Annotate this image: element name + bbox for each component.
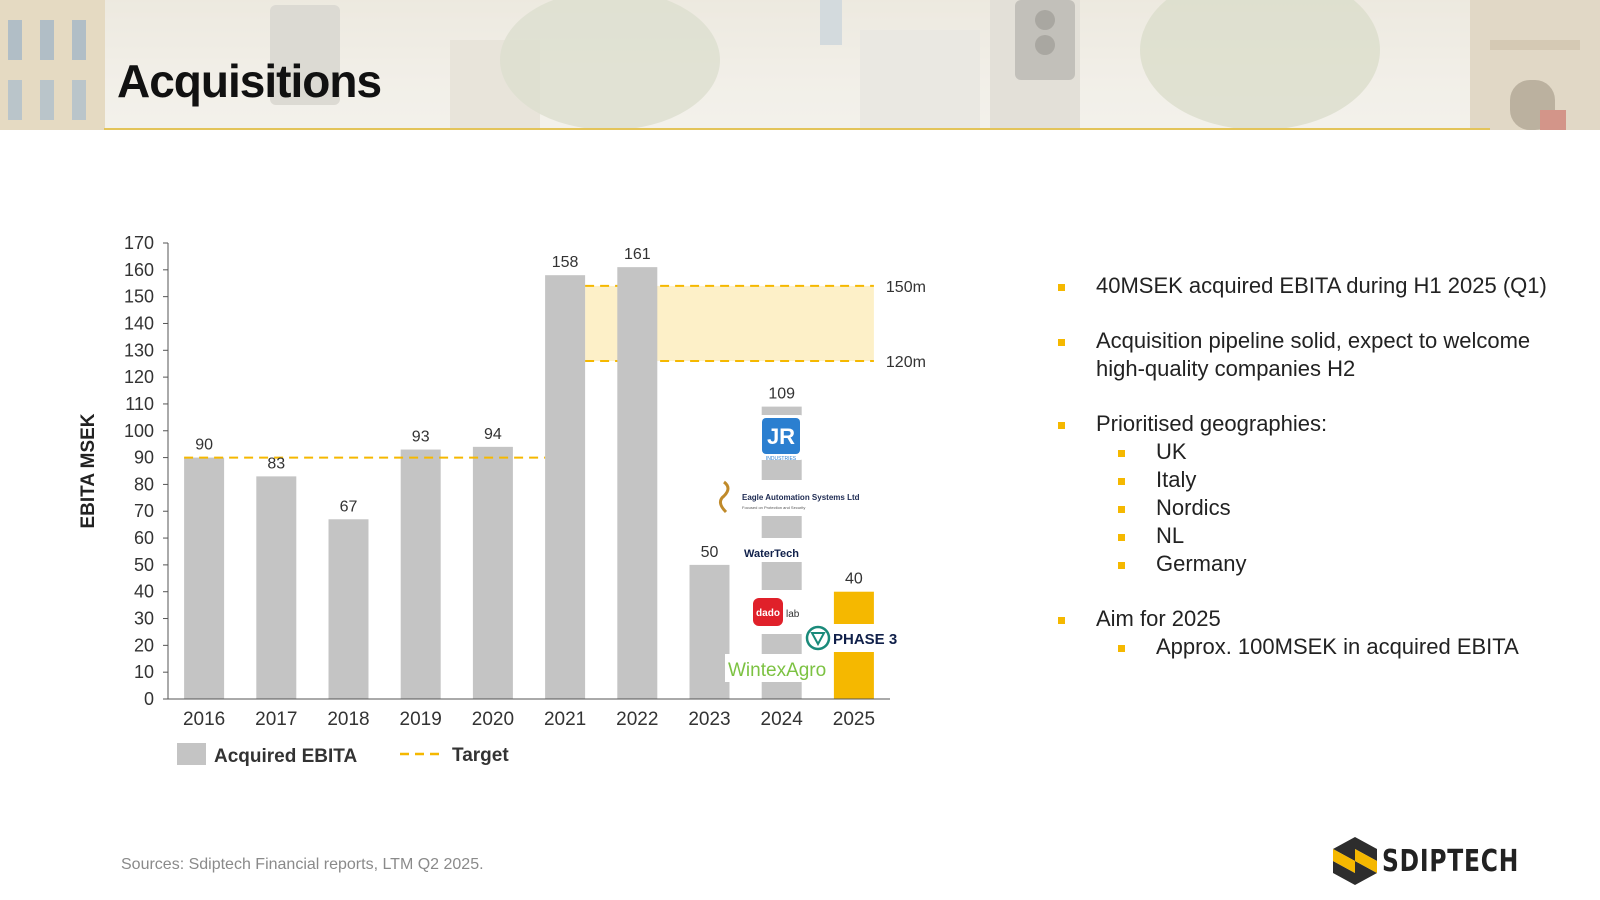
- bullet-group: Acquisition pipeline solid, expect to we…: [1058, 327, 1558, 383]
- sub-bullet-item: Approx. 100MSEK in acquired EBITA: [1058, 633, 1558, 661]
- y-tick-label-80: 80: [134, 474, 154, 494]
- bullet-group: Prioritised geographies: UK Italy Nordics NL…: [1058, 410, 1558, 578]
- y-tick-label-90: 90: [134, 448, 154, 468]
- y-tick-label-20: 20: [134, 635, 154, 655]
- sub-bullet-item: Nordics: [1058, 494, 1558, 522]
- jr-logo-text: JR: [767, 424, 795, 449]
- wintexagro-logo: WintexAgro: [725, 654, 831, 682]
- x-tick-label-2016: 2016: [183, 709, 225, 730]
- bullet-item: Acquisition pipeline solid, expect to we…: [1058, 327, 1558, 383]
- eagle-logo-text: Eagle Automation Systems Ltd: [742, 493, 860, 502]
- jr-industries-logo: JR INDUSTRIES: [758, 415, 804, 462]
- legend-label-acquired-ebita: Acquired EBITA: [214, 746, 357, 767]
- y-tick-label-140: 140: [124, 313, 154, 333]
- street-background-image: [0, 0, 1600, 130]
- y-tick-label-110: 110: [125, 394, 154, 414]
- y-tick-label-30: 30: [134, 609, 154, 629]
- x-tick-label-2018: 2018: [327, 709, 369, 730]
- bullet-item: 40MSEK acquired EBITA during H1 2025 (Q1…: [1058, 272, 1558, 300]
- data-label-2019: 93: [412, 429, 430, 446]
- y-tick-label-10: 10: [134, 662, 154, 682]
- bars-layer: [184, 267, 874, 699]
- legend-swatch-acquired-ebita: [177, 743, 206, 765]
- bar-2022: [617, 267, 658, 699]
- bar-2020: [472, 446, 513, 699]
- y-tick-label-100: 100: [124, 421, 154, 441]
- key-points-list: 40MSEK acquired EBITA during H1 2025 (Q1…: [1058, 272, 1558, 688]
- y-tick-label-120: 120: [124, 367, 154, 387]
- y-tick-label-150: 150: [124, 287, 154, 307]
- wintexagro-logo-text: WintexAgro: [728, 660, 826, 681]
- data-label-2018: 67: [340, 498, 358, 515]
- legend-label-target: Target: [452, 745, 509, 766]
- bullet-item: Aim for 2025: [1058, 605, 1558, 633]
- x-tick-label-2020: 2020: [472, 709, 514, 730]
- phase3-logo-text: PHASE 3: [833, 631, 897, 648]
- data-label-2025: 40: [845, 571, 863, 588]
- y-tick-label-40: 40: [134, 582, 154, 602]
- target-band-low-label: 120m: [886, 354, 926, 371]
- bullet-group: 40MSEK acquired EBITA during H1 2025 (Q1…: [1058, 272, 1558, 300]
- data-label-2020: 94: [484, 426, 502, 443]
- bar-2019: [400, 449, 441, 699]
- eagle-automation-logo: Eagle Automation Systems Ltd Focused on …: [718, 480, 860, 516]
- data-label-2022: 161: [624, 246, 651, 263]
- x-tick-label-2022: 2022: [616, 709, 658, 730]
- sdiptech-logo-text: SDIPTECH: [1382, 844, 1520, 879]
- data-labels-layer: 90 83 67 93 94 158 161 50 109 40: [195, 246, 863, 588]
- watertech-logo-text: WaterTech: [744, 548, 799, 560]
- jr-logo-sub: INDUSTRIES: [766, 456, 797, 462]
- header-divider: [104, 128, 1490, 130]
- data-label-2021: 158: [552, 254, 579, 271]
- dado-logo-sub: lab: [786, 609, 800, 620]
- chart-legend: Acquired EBITA Target: [177, 743, 509, 767]
- data-label-2023: 50: [701, 544, 719, 561]
- x-tick-label-2017: 2017: [255, 709, 297, 730]
- eagle-logo-sub: Focused on Protection and Security: [742, 505, 805, 510]
- bullet-group: Aim for 2025 Approx. 100MSEK in acquired …: [1058, 605, 1558, 661]
- y-tick-label-160: 160: [124, 260, 154, 280]
- bar-2021: [545, 275, 586, 699]
- x-tick-label-2025: 2025: [833, 709, 875, 730]
- x-tick-label-2021: 2021: [544, 709, 586, 730]
- target-band-high-label: 150m: [886, 279, 926, 296]
- dado-logo-text: dado: [756, 608, 780, 619]
- sub-bullet-item: NL: [1058, 522, 1558, 550]
- y-tick-label-70: 70: [134, 501, 154, 521]
- sub-bullet-item: Germany: [1058, 550, 1558, 578]
- sub-bullet-item: UK: [1058, 438, 1558, 466]
- y-tick-label-170: 170: [124, 233, 154, 253]
- data-label-2016: 90: [195, 437, 213, 454]
- x-tick-label-2024: 2024: [761, 709, 804, 730]
- bar-2017: [256, 476, 297, 699]
- page-title: Acquisitions: [117, 55, 382, 107]
- bar-2023: [689, 564, 730, 699]
- sdiptech-logo-mark: [1333, 837, 1377, 885]
- sub-bullet-item: Italy: [1058, 466, 1558, 494]
- phase3-logo: PHASE 3: [803, 624, 915, 652]
- y-tick-label-50: 50: [134, 555, 154, 575]
- y-tick-label-60: 60: [134, 528, 154, 548]
- data-label-2017: 83: [267, 455, 285, 472]
- bar-2016: [184, 457, 225, 699]
- y-tick-label-0: 0: [144, 689, 154, 709]
- header-banner: Acquisitions: [0, 0, 1600, 130]
- company-logos: JR INDUSTRIES Eagle Automation Systems L…: [718, 415, 915, 682]
- axis-layer: 2016 2017 2018 2019 2020 2021 2022 2023 2024 2025…: [78, 233, 890, 730]
- watertech-logo: WaterTech: [740, 538, 836, 562]
- source-note: Sources: Sdiptech Financial reports, LTM…: [121, 856, 484, 873]
- bullet-item: Prioritised geographies:: [1058, 410, 1558, 438]
- dado-lab-logo: dado lab: [750, 590, 804, 634]
- bar-2018: [328, 519, 369, 699]
- x-tick-label-2023: 2023: [688, 709, 730, 730]
- y-tick-label-130: 130: [124, 340, 154, 360]
- data-label-2024: 109: [768, 386, 795, 403]
- x-tick-label-2019: 2019: [400, 709, 442, 730]
- y-axis-title: EBITA MSEK: [78, 413, 99, 528]
